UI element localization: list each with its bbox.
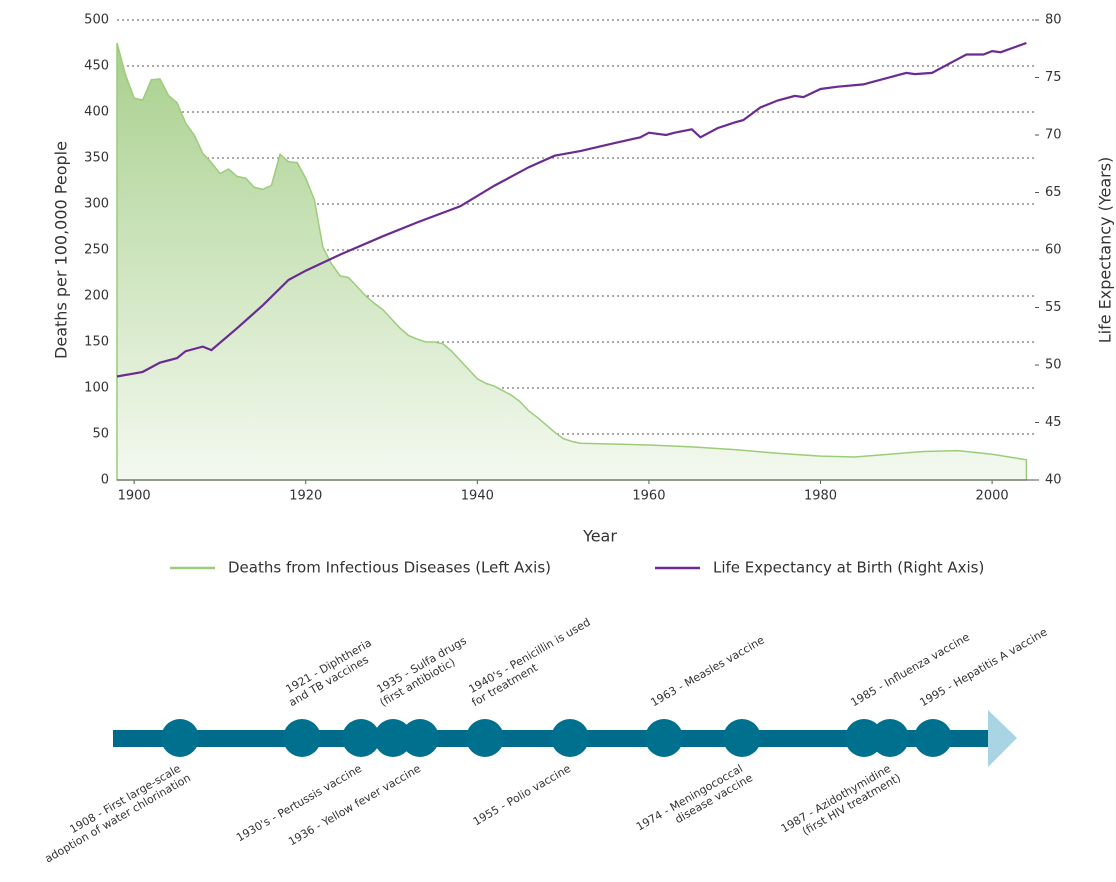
x-tick-label: 1960 [632,489,665,504]
timeline-node [401,719,439,757]
x-tick-label: 2000 [976,489,1009,504]
event-text: 1985 - Influenza vaccine [849,630,973,709]
timeline-node [871,719,909,757]
timeline-node [283,719,321,757]
y-tick-label: 200 [84,289,109,304]
timeline-node [161,719,199,757]
y-tick-label: 150 [84,335,109,350]
legend-label: Deaths from Infectious Diseases (Left Ax… [228,559,551,577]
y-tick-label: 50 [92,427,109,442]
timeline-node [466,719,504,757]
timeline-label: 1963 - Measles vaccine [649,633,767,709]
x-axis-label: Year [582,527,617,546]
y2-tick-label: 55 [1045,300,1062,315]
timeline-arrow [988,710,1017,767]
timeline-label: 1987 - Azidothymidine(first HIV treatmen… [779,762,903,838]
x-tick-label: 1920 [289,489,322,504]
x-tick-label: 1900 [118,489,151,504]
y2-tick-label: 75 [1045,70,1062,85]
timeline-node [551,719,589,757]
y-axis-label: Deaths per 100,000 People [52,141,71,359]
y2-tick-label: 65 [1045,185,1062,200]
timeline-node [342,719,380,757]
x-tick-label: 1940 [461,489,494,504]
y2-tick-label: 50 [1045,358,1062,373]
timeline-node [645,719,683,757]
timeline-label: 1985 - Influenza vaccine [849,630,973,709]
event-text: 1987 - Azidothymidine [779,762,893,836]
timeline-node [723,719,761,757]
timeline-label: 1935 - Sulfa drugs(first antibiotic) [374,634,468,709]
event-text: 1963 - Measles vaccine [649,633,767,709]
y-tick-label: 450 [84,59,109,74]
timeline-node [914,719,952,757]
line [116,41,1027,378]
y-tick-label: 100 [84,381,109,396]
event-text: 1940's - Penicillin is used [466,616,592,696]
y2-axis-label: Life Expectancy (Years) [1096,157,1115,344]
y2-tick-label: 70 [1045,128,1062,143]
y-tick-label: 400 [84,105,109,120]
y-tick-label: 500 [84,13,109,28]
y2-tick-label: 80 [1045,13,1062,28]
legend-label: Life Expectancy at Birth (Right Axis) [713,559,984,577]
event-text: adoption of water chlorination [43,771,193,865]
y2-tick-label: 45 [1045,415,1062,430]
timeline-node [845,719,883,757]
y-tick-label: 0 [101,473,109,488]
timeline-label: 1955 - Polio vaccine [471,762,573,829]
y2-tick-label: 40 [1045,473,1062,488]
timeline-node [374,719,412,757]
y2-tick-label: 60 [1045,243,1062,258]
event-text: 1955 - Polio vaccine [471,762,573,829]
event-text: 1995 - Hepatitis A vaccine [918,625,1050,709]
area [116,42,1028,481]
timeline-label: 1995 - Hepatitis A vaccine [918,625,1050,709]
y-tick-label: 250 [84,243,109,258]
x-tick-label: 1980 [804,489,837,504]
y-tick-label: 300 [84,197,109,212]
y-tick-label: 350 [84,151,109,166]
event-text: 1908 - First large-scale [68,762,184,836]
